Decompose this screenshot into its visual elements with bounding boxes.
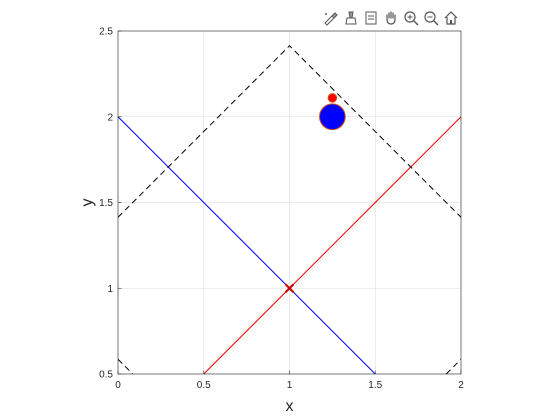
pan-hand-icon[interactable]	[382, 8, 399, 28]
brush-data-icon[interactable]	[322, 8, 339, 28]
x-tick-label: 2	[458, 380, 464, 391]
y-tick-label: 2	[107, 112, 113, 123]
circle-marker-1	[319, 103, 346, 131]
series-line-2	[118, 45, 461, 218]
x-tick-label: 0.5	[197, 380, 211, 391]
y-tick-label: 1	[107, 284, 113, 295]
x-tick-label: 0	[115, 380, 121, 391]
zoom-in-icon[interactable]	[402, 8, 419, 28]
axes-toolbar	[322, 8, 459, 28]
intersection-x-marker	[284, 283, 295, 293]
x-axis-label: x	[286, 398, 294, 415]
home-icon[interactable]	[442, 8, 459, 28]
series-line-1	[203, 116, 461, 374]
x-tick-label: 1.5	[368, 380, 382, 391]
ticks: 0 0.5 1 1.5 20.511.522.5	[99, 27, 464, 392]
series-line-3	[118, 358, 134, 374]
series-line-0	[118, 116, 376, 374]
series-line-4	[445, 358, 461, 374]
circle-marker-2	[327, 93, 338, 103]
y-tick-label: 0.5	[99, 370, 113, 381]
y-tick-label: 2.5	[99, 27, 113, 38]
zoom-out-icon[interactable]	[422, 8, 439, 28]
data-cursor-icon[interactable]	[362, 8, 379, 28]
series-layer	[118, 45, 461, 374]
y-axis-label: y	[79, 199, 96, 207]
y-tick-label: 1.5	[99, 198, 113, 209]
x-tick-label: 1	[287, 380, 293, 391]
marker-layer	[284, 93, 346, 293]
clean-brush-icon[interactable]	[342, 8, 359, 28]
